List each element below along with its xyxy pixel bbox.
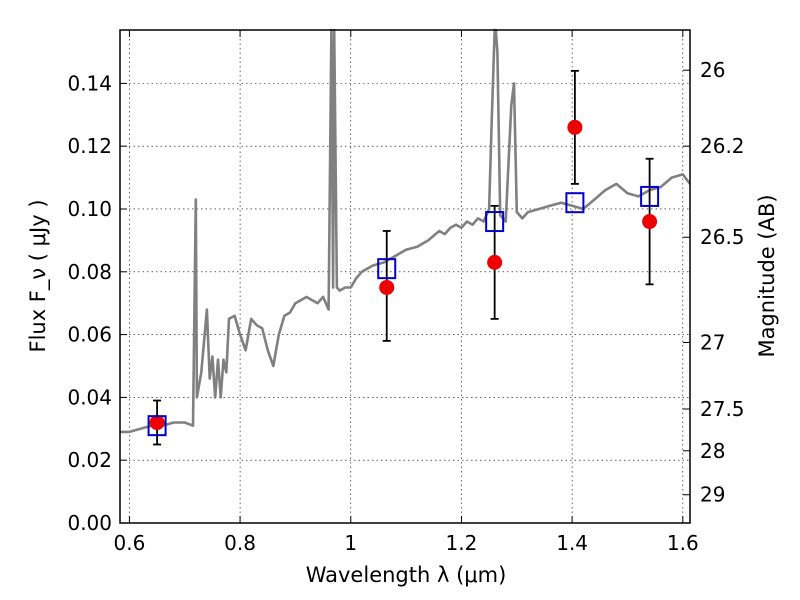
y-right-tick-label: 26 [700,58,725,82]
y-right-tick-label: 26.5 [700,225,745,249]
x-tick-label: 0.6 [114,531,146,555]
y-right-tick-label: 29 [700,483,725,507]
y-tick-label: 0.06 [67,323,112,347]
y-tick-label: 0.14 [67,71,112,95]
y-right-tick-label: 27.5 [700,397,745,421]
x-tick-label: 1 [344,531,357,555]
model-square [147,415,167,437]
y-right-tick-label: 28 [700,439,725,463]
y-axis-title: Flux F_ν ( μJy ) [26,199,51,352]
data-point [149,415,165,431]
y-tick-label: 0.00 [67,511,112,535]
y-axis-right-title: Magnitude (AB) [755,194,779,357]
points-layer [149,119,658,431]
data-point [642,214,658,230]
y-tick-label: 0.12 [67,134,112,158]
grid-layer [120,30,690,524]
y-right-tick-label: 26.2 [700,134,745,158]
y-tick-label: 0.10 [67,197,112,221]
y-right-tick-label: 27 [700,330,725,354]
data-point [567,119,583,135]
spectrum-line [120,28,692,434]
data-point [487,254,503,270]
spectrum-layer [120,28,692,434]
model-square [565,192,585,214]
ticks-layer: 0.6 0.8 1 1.2 1.4 1.6 0.00 0.02 0.04 0.06 0.08 0.10… [67,30,745,555]
y-tick-label: 0.02 [67,448,112,472]
model-square [377,258,397,280]
y-tick-label: 0.04 [67,385,112,409]
plot-frame [119,29,691,524]
y-tick-label: 0.08 [67,260,112,284]
x-tick-label: 1.2 [446,531,478,555]
model-square [640,185,660,207]
squares-layer [147,185,660,437]
x-tick-label: 1.4 [556,531,588,555]
model-square [485,211,505,233]
x-tick-label: 0.8 [224,531,256,555]
data-point [379,279,395,295]
x-axis-title: Wavelength λ (μm) [306,563,507,587]
x-tick-label: 1.6 [667,531,699,555]
